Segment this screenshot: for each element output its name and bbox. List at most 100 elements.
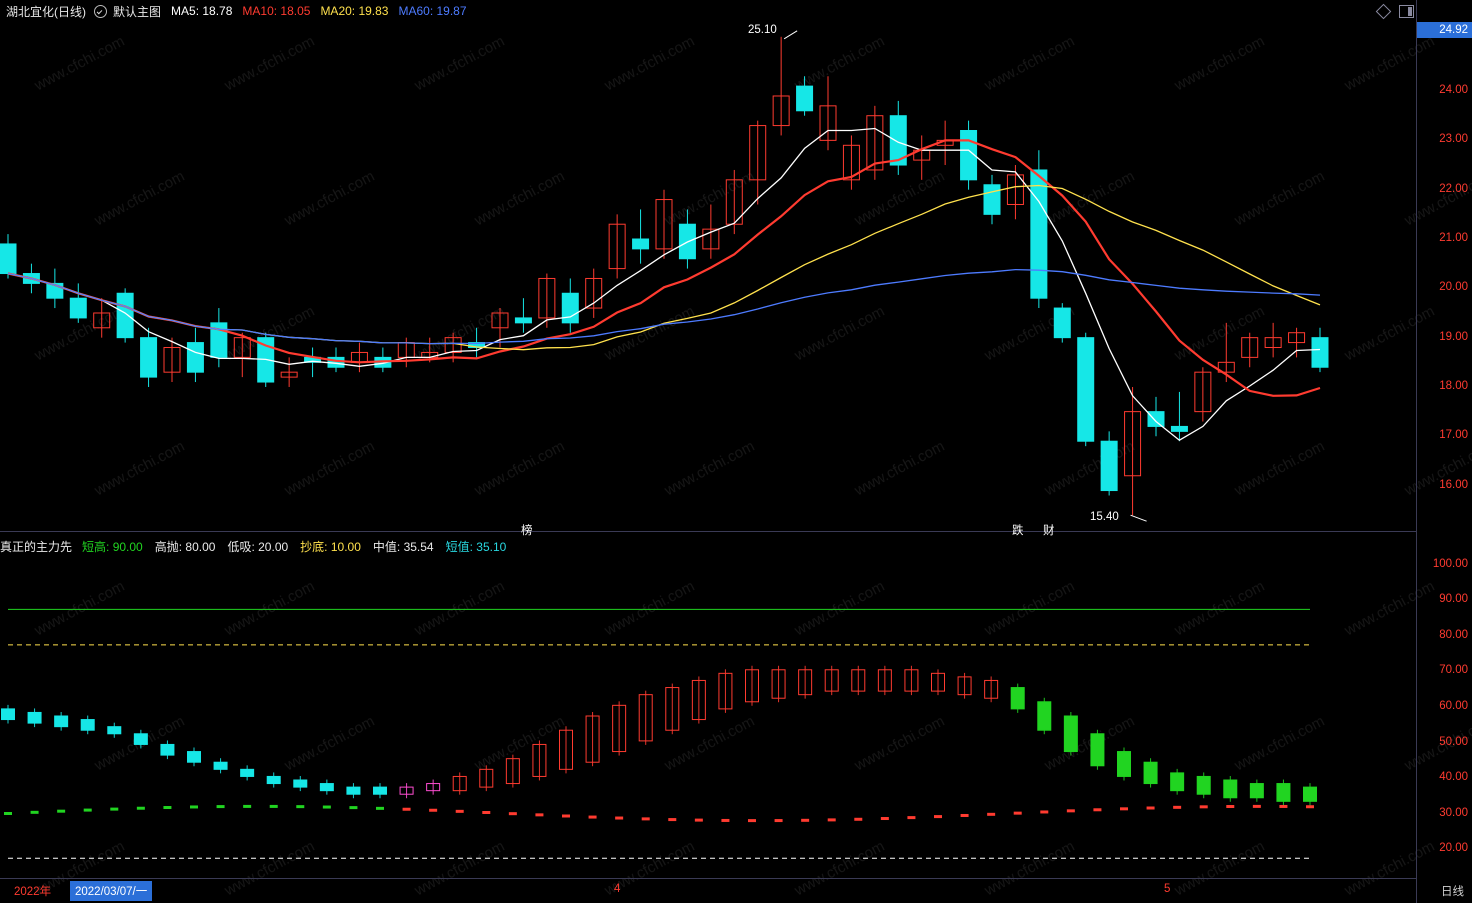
indicator-bar bbox=[691, 676, 706, 724]
candlestick bbox=[186, 327, 204, 383]
indicator-bar bbox=[133, 729, 148, 749]
indicator-marker bbox=[721, 818, 730, 822]
indicator-marker bbox=[774, 819, 783, 823]
indicator-bar bbox=[27, 708, 42, 728]
indicator-bar bbox=[240, 765, 255, 781]
year-label: 2022年 bbox=[14, 886, 52, 898]
candlestick bbox=[140, 327, 158, 387]
selected-date-tag: 2022/03/07/一 bbox=[70, 881, 153, 901]
indicator-marker bbox=[1013, 811, 1022, 815]
candlestick bbox=[913, 135, 931, 180]
indicator-marker bbox=[163, 806, 172, 810]
indicator-bar bbox=[824, 665, 839, 696]
indicator-marker bbox=[322, 805, 331, 809]
price-chart-panel[interactable] bbox=[0, 22, 1416, 530]
window-controls[interactable] bbox=[1375, 3, 1414, 20]
indicator-bar bbox=[1090, 729, 1105, 770]
period-label[interactable]: 日线 bbox=[1441, 886, 1464, 898]
indicator-bar bbox=[293, 776, 308, 792]
indicator-value-item: 短高: 90.00 bbox=[82, 540, 143, 554]
candlestick bbox=[796, 76, 814, 116]
indicator-header: 真正的主力先 短高: 90.00 高抛: 80.00 低吸: 20.00 抄底: 10… bbox=[0, 536, 1416, 556]
bottom-divider bbox=[0, 878, 1416, 879]
indicator-marker bbox=[880, 817, 889, 821]
candlestick bbox=[866, 105, 884, 180]
indicator-value-label: 中值: bbox=[372, 539, 401, 554]
candlestick bbox=[1147, 396, 1165, 437]
x-axis-tick: 4 bbox=[614, 883, 621, 895]
low-pointer bbox=[1130, 514, 1147, 522]
candlestick bbox=[842, 135, 860, 190]
last-price-tag: 24.92 bbox=[1416, 22, 1472, 38]
candlestick bbox=[280, 357, 298, 387]
indicator-marker bbox=[854, 817, 863, 821]
indicator-bar bbox=[1143, 758, 1158, 788]
indicator-marker bbox=[1279, 804, 1288, 808]
chart-annotation: 财 bbox=[1043, 525, 1055, 537]
indicator-bar bbox=[399, 783, 414, 799]
indicator-marker bbox=[668, 818, 677, 822]
candlestick bbox=[1077, 332, 1095, 447]
candlestick bbox=[1030, 150, 1048, 309]
indicator-marker bbox=[30, 810, 39, 814]
indicator-marker bbox=[1040, 810, 1049, 814]
diamond-icon[interactable] bbox=[1375, 3, 1392, 20]
indicator-value-label: 短值: bbox=[445, 539, 473, 554]
stock-title: 湖北宜化(日线) bbox=[6, 4, 86, 19]
window-icon[interactable] bbox=[1399, 5, 1414, 18]
main-indicator-name[interactable]: 默认主图 bbox=[113, 4, 162, 19]
candlestick bbox=[163, 337, 181, 383]
indicator-bar bbox=[612, 701, 627, 756]
candlestick bbox=[1241, 332, 1259, 368]
indicator-bar bbox=[1037, 697, 1052, 735]
indicator-tick: 50.00 bbox=[1439, 735, 1468, 748]
check-circle-icon[interactable] bbox=[94, 4, 107, 18]
indicator-bar bbox=[373, 783, 387, 799]
price-tick: 18.00 bbox=[1439, 379, 1468, 392]
ma60-label: MA60: 19.87 bbox=[398, 4, 467, 18]
candlestick bbox=[749, 120, 767, 205]
indicator-marker bbox=[1252, 804, 1261, 808]
indicator-bar bbox=[479, 765, 494, 792]
candlestick bbox=[655, 189, 673, 259]
indicator-marker bbox=[216, 805, 225, 809]
indicator-bar bbox=[1010, 683, 1025, 713]
indicator-axis: 100.00 90.00 80.00 70.00 60.00 50.00 40.00 30.0… bbox=[1416, 536, 1472, 876]
indicator-value-label: 抄底: bbox=[300, 539, 328, 554]
ma-line-10 bbox=[7, 139, 1321, 397]
indicator-marker bbox=[535, 813, 544, 817]
indicator-marker bbox=[987, 812, 996, 816]
indicator-marker bbox=[376, 806, 384, 810]
indicator-chart-panel[interactable] bbox=[0, 556, 1416, 876]
indicator-tick: 100.00 bbox=[1432, 557, 1468, 570]
candlestick bbox=[889, 100, 907, 175]
indicator-name[interactable]: 真正的主力先 bbox=[0, 539, 73, 554]
indicator-marker bbox=[110, 807, 119, 811]
indicator-value-item: 短值: 35.10 bbox=[446, 540, 507, 554]
indicator-marker bbox=[1173, 805, 1182, 809]
candlestick bbox=[397, 337, 415, 368]
bottom-time-axis[interactable]: 2022年 2022/03/07/一 日线 4 5 bbox=[0, 879, 1472, 903]
indicator-marker bbox=[136, 806, 145, 810]
candlestick bbox=[491, 308, 509, 348]
indicator-bar bbox=[957, 672, 972, 699]
indicator-bar bbox=[984, 676, 999, 703]
indicator-bar bbox=[266, 772, 281, 788]
indicator-bar bbox=[452, 772, 467, 795]
x-axis-tick: 5 bbox=[1164, 883, 1171, 895]
indicator-chart-canvas bbox=[1, 608, 1317, 859]
indicator-bar bbox=[80, 715, 95, 735]
ma10-label: MA10: 18.05 bbox=[242, 4, 311, 18]
chart-annotation: 25.10 bbox=[748, 24, 777, 36]
indicator-bar bbox=[1303, 783, 1317, 806]
candlestick bbox=[725, 169, 743, 235]
candlestick bbox=[116, 288, 134, 343]
indicator-marker bbox=[694, 818, 703, 822]
candlestick bbox=[632, 209, 650, 264]
indicator-bar bbox=[319, 779, 334, 795]
indicator-tick: 80.00 bbox=[1439, 628, 1468, 641]
indicator-bar bbox=[718, 669, 733, 713]
indicator-bar bbox=[1249, 779, 1264, 802]
candlestick bbox=[1053, 303, 1071, 343]
